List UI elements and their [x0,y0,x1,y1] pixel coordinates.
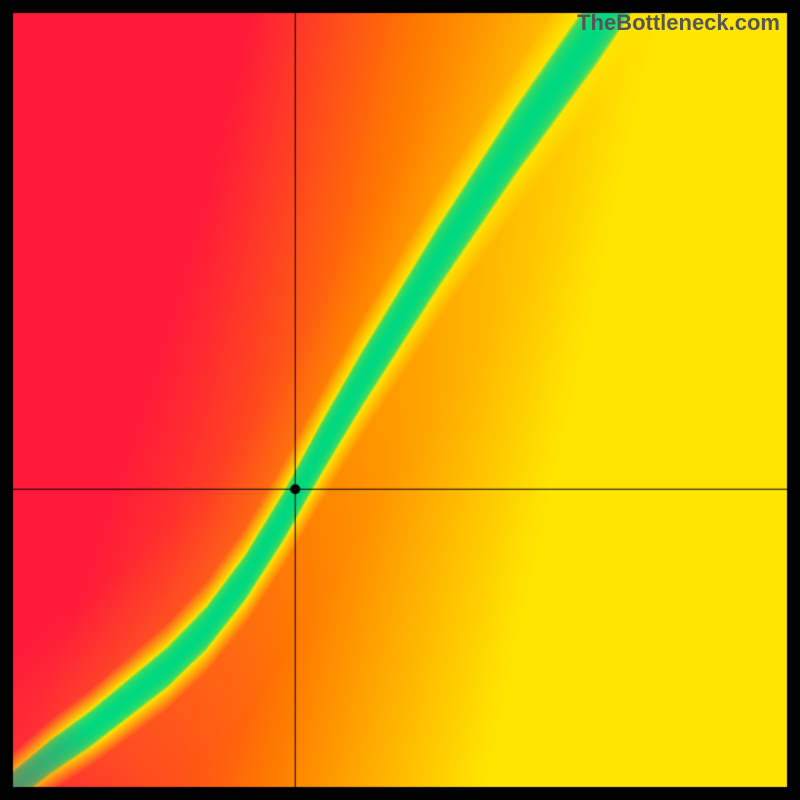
bottleneck-heatmap-canvas [0,0,800,800]
watermark-text: TheBottleneck.com [577,10,780,36]
chart-container: TheBottleneck.com [0,0,800,800]
